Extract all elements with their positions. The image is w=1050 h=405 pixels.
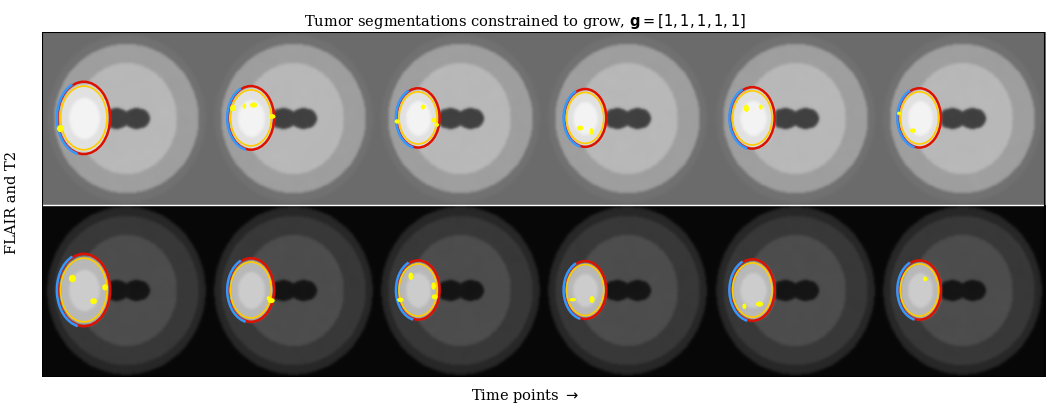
Text: Tumor segmentations constrained to grow, $\mathbf{g} = [1, 1, 1, 1, 1]$: Tumor segmentations constrained to grow,… <box>303 12 747 31</box>
Ellipse shape <box>57 125 64 132</box>
Ellipse shape <box>90 298 97 304</box>
Ellipse shape <box>590 296 594 303</box>
Ellipse shape <box>267 296 271 300</box>
Ellipse shape <box>576 126 584 130</box>
Ellipse shape <box>432 282 436 290</box>
Ellipse shape <box>397 298 403 302</box>
Text: FLAIR and T2: FLAIR and T2 <box>5 151 19 254</box>
Ellipse shape <box>243 104 246 109</box>
Text: Time points $\rightarrow$: Time points $\rightarrow$ <box>470 387 580 405</box>
Ellipse shape <box>408 273 414 280</box>
Ellipse shape <box>69 275 76 282</box>
Ellipse shape <box>910 128 916 133</box>
Ellipse shape <box>590 128 593 135</box>
Ellipse shape <box>230 105 236 111</box>
Ellipse shape <box>102 284 108 290</box>
Ellipse shape <box>759 104 762 110</box>
Ellipse shape <box>268 298 275 303</box>
Ellipse shape <box>421 104 425 109</box>
Ellipse shape <box>432 118 436 123</box>
Ellipse shape <box>923 277 927 281</box>
Ellipse shape <box>395 119 400 124</box>
Ellipse shape <box>435 123 439 127</box>
Ellipse shape <box>756 301 763 307</box>
Ellipse shape <box>743 104 749 112</box>
Ellipse shape <box>269 114 275 119</box>
Ellipse shape <box>742 303 747 309</box>
Ellipse shape <box>432 294 438 299</box>
Ellipse shape <box>897 112 901 115</box>
Ellipse shape <box>250 102 257 108</box>
Ellipse shape <box>569 298 576 301</box>
